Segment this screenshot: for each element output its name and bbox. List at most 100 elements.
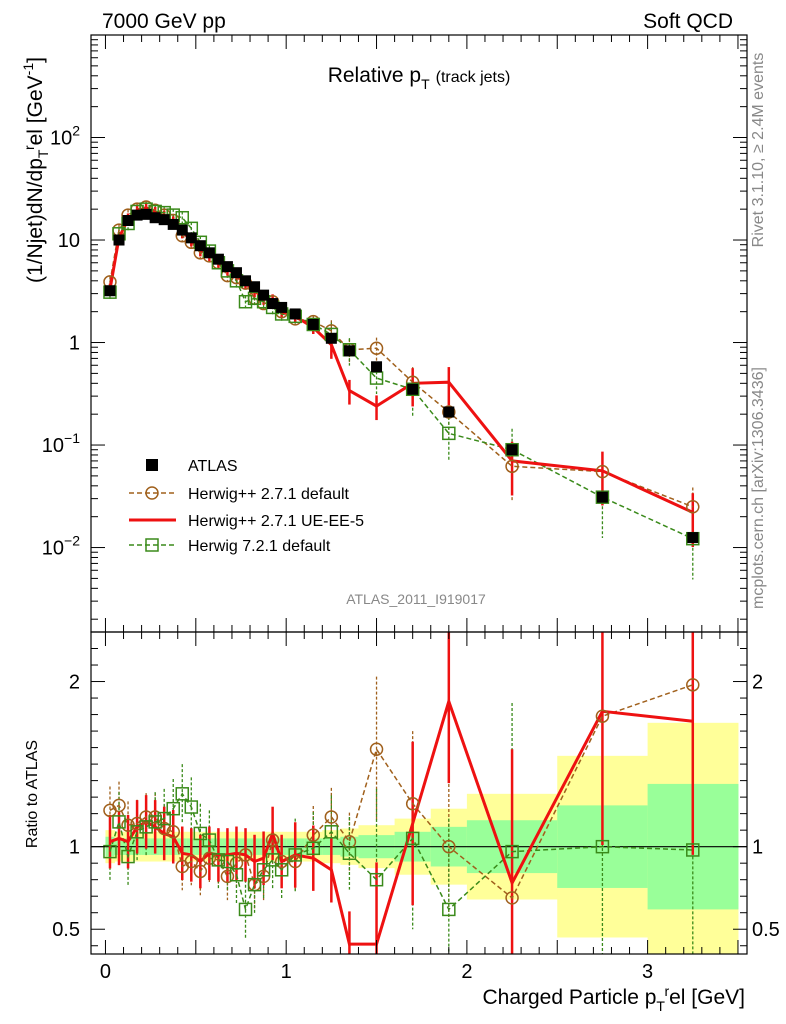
atlas-point (122, 215, 134, 227)
ratio-ytick-label-right: 1 (752, 837, 763, 859)
atlas-point (221, 261, 233, 273)
ratio-herwig-default-point (112, 798, 126, 813)
ratio-herwig72-point (265, 853, 280, 867)
main-ytick-base: 10 (42, 435, 64, 457)
atlas-point (140, 208, 152, 220)
ratio-xtick-label: 0 (100, 961, 111, 983)
ratio-herwig72-point (595, 839, 610, 854)
legend-label-atlas: ATLAS (188, 458, 238, 475)
ratio-herwig-default-point (405, 796, 420, 811)
ratio-herwig72-point (324, 825, 339, 839)
ratio-herwig72-point (342, 846, 357, 861)
rivet-label: Rivet 3.1.10, ≥ 2.4M events (750, 53, 767, 248)
ratio-herwig72-point (112, 815, 126, 829)
main-ytick-exponent: 2 (72, 123, 80, 139)
ratio-ytick-label-right: 0.5 (752, 919, 780, 941)
ratio-herwig72-point (247, 877, 262, 892)
main-title-note: (track jets) (436, 69, 511, 86)
ratio-herwig72-point (686, 843, 700, 857)
atlas-point (149, 212, 161, 224)
atlas-point (176, 224, 188, 236)
ratio-xlabel-pre: Charged Particle p (482, 986, 656, 1009)
herwig-default-line (109, 206, 694, 508)
atlas-point (167, 218, 179, 230)
atlas-point (104, 285, 116, 297)
atlas-point (258, 289, 270, 301)
legend-marker-herwig-default (145, 486, 159, 500)
main-ytick-label: 10 (58, 230, 80, 252)
main-ylabel-sub: T (35, 149, 51, 158)
ratio-ytick-label-right: 2 (752, 672, 763, 694)
ratio-herwig72-point (211, 853, 226, 867)
main-ylabel-mid: el [GeV (24, 75, 47, 145)
legend-marker-herwig72 (145, 538, 159, 552)
atlas-point (212, 253, 224, 265)
legend-label-herwig72: Herwig 7.2.1 default (188, 538, 331, 555)
atlas-point (687, 532, 699, 544)
ratio-herwig72-point (505, 844, 519, 859)
ratio-herwig72-point (442, 902, 456, 917)
main-ylabel-sup1: r (21, 145, 37, 150)
ratio-herwig-default-point (265, 833, 280, 847)
ratio-herwig72-point (166, 801, 180, 816)
ratio-herwig-default-point (505, 891, 519, 905)
legend-marker-atlas (146, 459, 158, 471)
atlas-point (185, 232, 197, 244)
herwig72-point (505, 442, 519, 457)
herwig72-point (595, 490, 610, 504)
ratio-herwig72-point (369, 872, 384, 887)
main-ytick-base: 10 (50, 128, 72, 150)
main-ytick-label: 102 (50, 123, 80, 150)
ratio-xlabel-post: el [GeV] (669, 986, 745, 1009)
atlas-point (240, 275, 252, 287)
ratio-herwig-default-point (184, 854, 199, 869)
ratio-herwig72-point (121, 849, 135, 864)
atlas-point (443, 406, 455, 418)
ratio-herwig-default-point (220, 869, 235, 884)
main-ytick-label: 1 (69, 333, 80, 355)
main-ylabel-post: ] (24, 57, 47, 63)
ratio-herwig72-point (238, 902, 253, 917)
main-ylabel-pre: (1/Njet)dN/dp (24, 158, 47, 283)
ratio-herwig72-point (184, 800, 199, 814)
ratio-panel: 0.5 0.5 1 1 2 2 0 1 2 3 Ratio to ATLAS Charged Pa… (24, 631, 780, 1014)
main-ylabel: (1/Njet)dN/dpTrel [GeV-1] (20, 57, 51, 283)
atlas-point (249, 281, 261, 293)
main-ytick-label: 10−2 (42, 533, 80, 560)
ratio-herwig72-point (130, 825, 144, 839)
ratio-herwig-default-point (595, 709, 610, 723)
herwig-default-point (686, 500, 700, 514)
atlas-point (113, 234, 125, 246)
main-title-subscript: T (421, 76, 430, 92)
herwig72-point (405, 382, 420, 397)
atlas-point (506, 444, 518, 456)
ratio-herwig-default-point (324, 810, 339, 824)
ratio-herwig72-point (274, 863, 289, 877)
atlas-point (131, 209, 143, 221)
ratio-herwig72-point (306, 841, 321, 856)
legend-label-herwig-ueee5: Herwig++ 2.7.1 UE-EE-5 (188, 513, 364, 530)
atlas-point (276, 301, 288, 313)
ratio-herwig72-point (202, 833, 217, 847)
ratio-ylabel: Ratio to ATLAS (24, 740, 41, 848)
atlas-point (158, 214, 170, 226)
ratio-series-layer (103, 632, 700, 954)
atlas-point (325, 332, 337, 344)
herwig72-point (306, 317, 321, 332)
mcplots-label: mcplots.cern.ch [arXiv:1306.3436] (750, 367, 767, 609)
analysis-watermark: ATLAS_2011_I919017 (346, 591, 486, 607)
main-ytick-exponent: −2 (64, 533, 80, 549)
atlas-point (194, 240, 206, 252)
ratio-herwig72-point (220, 854, 235, 869)
atlas-point (371, 361, 383, 373)
ratio-herwig72-point (405, 831, 420, 846)
ratio-herwig72-point (288, 848, 302, 862)
herwig-default-point (505, 459, 519, 474)
ratio-ytick-label: 1 (69, 837, 80, 859)
ratio-herwig72-point (256, 863, 271, 877)
legend-label-herwig-default: Herwig++ 2.7.1 default (188, 486, 350, 503)
ratio-xlabel: Charged Particle pTrel [GeV] (482, 983, 745, 1014)
main-series-layer (103, 200, 700, 580)
